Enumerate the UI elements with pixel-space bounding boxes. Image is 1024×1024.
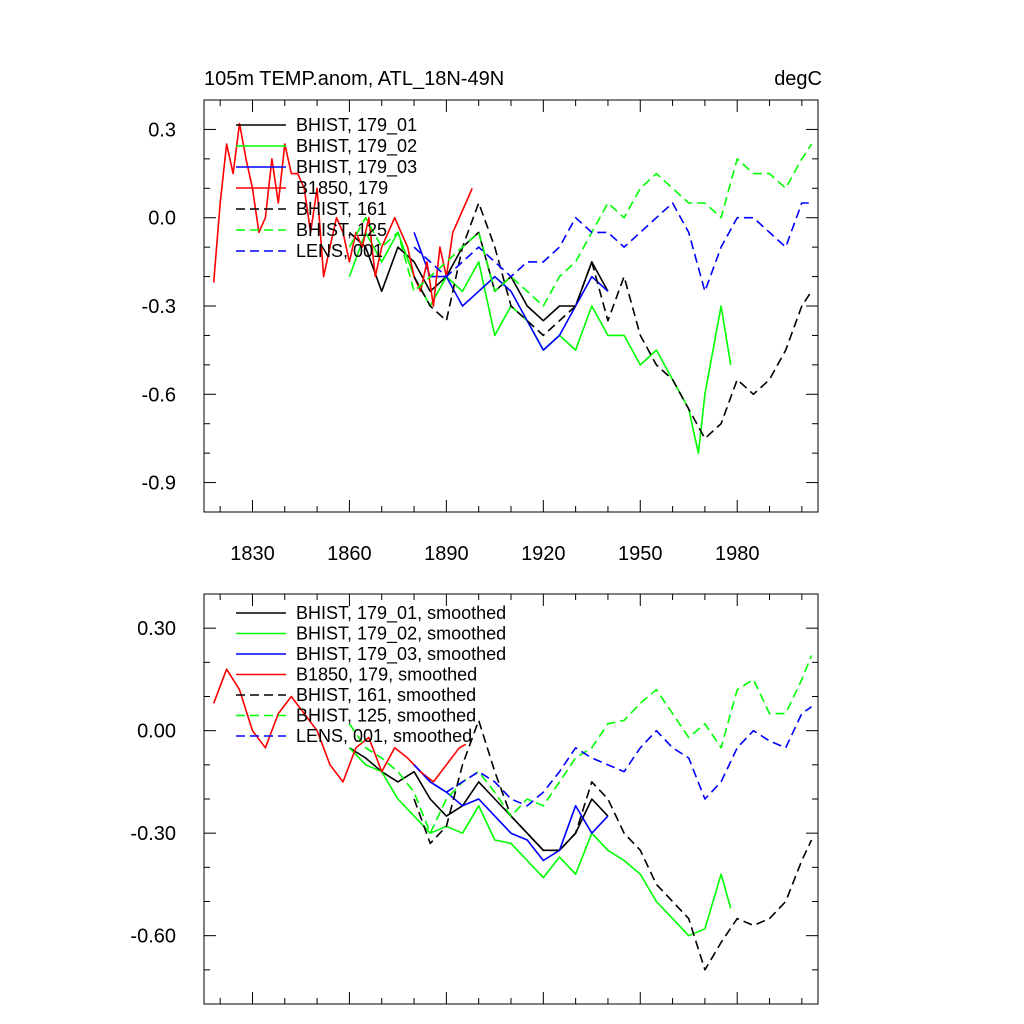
x-tick-label: 1830 [230,543,275,565]
legend-label: BHIST, 179_02 [296,136,417,157]
x-tick-label: 1950 [618,543,663,565]
legend-label: B1850, 179, smoothed [296,665,477,685]
series-line [413,232,609,351]
series-line [348,231,609,322]
legend-label: LENS, 001 [296,241,383,261]
top-panel-title: 105m TEMP.anom, ATL_18N-49N [204,68,504,90]
top-panel: 105m TEMP.anom, ATL_18N-49N degC 0.3 0.0 -… [142,68,822,565]
top-panel-units: degC [774,68,822,90]
top-panel-axes: 0.3 0.0 -0.3 -0.6 -0.9 1830 1860 1890 1920 1950 19… [142,99,818,565]
series-line [348,747,732,937]
y-tick-label: -0.30 [130,823,176,845]
y-tick-label: -0.6 [142,384,176,406]
legend-label: LENS, 001, smoothed [296,726,472,746]
series-line [348,143,813,307]
legend-label: BHIST, 179_03 [296,157,417,178]
legend-label: BHIST, 179_01 [296,115,417,136]
legend-label: BHIST, 161, smoothed [296,685,476,705]
y-tick-label: -0.60 [130,926,176,948]
series-line [413,202,813,440]
y-tick-label: -0.3 [142,296,176,318]
y-tick-label: 0.00 [137,721,176,743]
legend-label: BHIST, 125 [296,220,387,240]
bottom-panel-axes: 0.30 0.00 -0.30 -0.60 [130,593,818,1005]
legend-label: BHIST, 179_03, smoothed [296,644,506,665]
legend-label: B1850, 179 [296,178,388,198]
bottom-panel-frame [203,593,819,1005]
x-tick-label: 1890 [424,543,469,565]
series-line [413,706,812,807]
legend-label: BHIST, 161 [296,199,387,219]
x-tick-label: 1920 [521,543,566,565]
x-tick-label: 1980 [715,543,760,565]
y-tick-label: 0.3 [148,119,176,141]
x-tick-label: 1860 [327,543,372,565]
series-line [413,202,812,293]
top-panel-frame [203,99,819,513]
y-tick-label: -0.9 [142,473,176,495]
series-line [413,719,813,971]
y-tick-label: 0.0 [148,208,176,230]
legend-label: BHIST, 125, smoothed [296,706,476,726]
bottom-panel: 0.30 0.00 -0.30 -0.60 BHIST, 179_01, smooth… [130,593,819,1005]
legend-label: BHIST, 179_01, smoothed [296,603,506,624]
legend-label: BHIST, 179_02, smoothed [296,624,506,645]
y-tick-label: 0.30 [137,618,176,640]
bottom-panel-series [212,655,813,971]
top-panel-series [212,122,813,454]
